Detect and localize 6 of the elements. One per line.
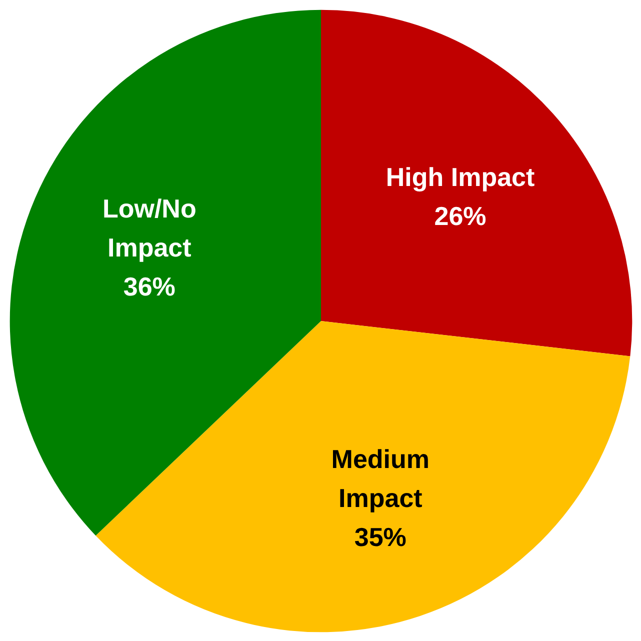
slice-label: Medium Impact (331, 444, 430, 513)
data-label: 26% (434, 201, 486, 232)
data-label: 36% (123, 271, 176, 302)
data-label: 35% (354, 522, 406, 552)
slice-label: Low/No Impact (102, 193, 196, 262)
slice-label: High Impact (386, 162, 536, 192)
